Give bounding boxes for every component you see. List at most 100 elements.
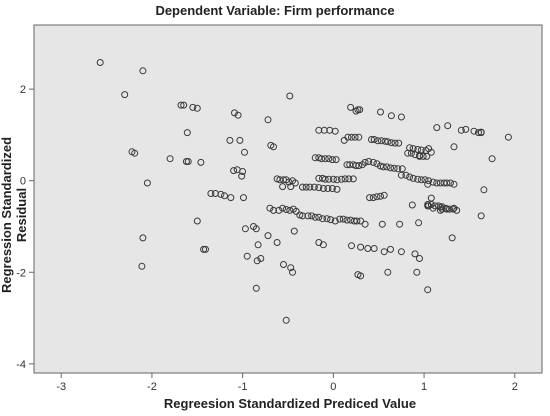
data-point	[241, 225, 249, 233]
data-point	[226, 136, 234, 144]
data-point	[344, 133, 352, 141]
data-point	[475, 129, 482, 137]
data-point	[373, 160, 381, 168]
data-point	[291, 179, 299, 187]
data-point	[166, 155, 174, 163]
data-point	[319, 215, 326, 223]
data-point	[379, 163, 387, 171]
data-point	[254, 241, 262, 249]
data-point	[381, 137, 389, 145]
data-point	[131, 149, 139, 157]
data-point	[345, 175, 353, 183]
data-point	[380, 248, 388, 256]
data-point	[411, 250, 419, 258]
data-point	[377, 108, 384, 116]
data-point	[227, 194, 235, 202]
data-point	[264, 116, 272, 124]
data-point	[180, 101, 188, 109]
data-point	[457, 126, 465, 134]
data-point	[339, 215, 347, 223]
y-tick-label: -2	[16, 267, 26, 279]
data-point	[450, 204, 458, 212]
data-point	[397, 171, 405, 179]
data-point	[407, 149, 415, 157]
data-point	[325, 175, 333, 183]
data-point	[321, 155, 329, 163]
data-point	[370, 136, 378, 143]
data-point	[343, 216, 351, 224]
data-point	[351, 133, 359, 141]
axis-ticks: -3 -2 -1 0 1 2 -4 -2 0 2	[16, 84, 518, 393]
data-point	[396, 220, 404, 228]
data-point	[236, 136, 244, 144]
data-point	[448, 234, 456, 242]
data-point	[406, 173, 414, 181]
data-point	[282, 316, 290, 324]
data-point	[377, 137, 385, 145]
data-point	[446, 179, 454, 187]
data-point	[252, 225, 260, 233]
data-point	[373, 193, 381, 201]
data-point	[336, 215, 344, 223]
data-point	[327, 216, 335, 224]
data-point	[257, 255, 265, 262]
data-point	[378, 220, 386, 228]
data-point	[443, 179, 451, 187]
data-point	[348, 242, 355, 250]
data-point	[357, 272, 365, 280]
data-point	[319, 241, 327, 249]
data-point	[207, 190, 215, 197]
data-point	[436, 203, 444, 211]
data-point	[369, 158, 377, 166]
data-point	[270, 143, 277, 151]
data-point	[325, 155, 333, 163]
data-point	[279, 183, 287, 191]
data-point	[290, 227, 298, 235]
data-point	[319, 185, 327, 192]
data-point	[370, 245, 378, 252]
data-point	[419, 152, 427, 160]
data-point	[361, 158, 369, 166]
data-point	[450, 143, 458, 151]
data-point	[357, 217, 365, 225]
data-point	[292, 207, 300, 215]
data-point	[302, 183, 310, 191]
data-point	[183, 129, 191, 137]
data-point	[416, 255, 423, 262]
chart-title: Dependent Variable: Firm performance	[155, 3, 395, 18]
data-point	[243, 252, 251, 260]
y-tick-label: 2	[20, 84, 26, 96]
data-point	[349, 175, 357, 183]
data-point	[252, 284, 260, 292]
data-point	[433, 124, 441, 132]
data-point	[139, 67, 147, 75]
data-point	[193, 217, 201, 225]
data-point	[273, 239, 281, 246]
data-point	[338, 175, 345, 183]
data-point	[366, 194, 374, 202]
x-tick-label: 2	[512, 381, 518, 393]
data-point	[423, 152, 431, 160]
y-tick-label: -4	[16, 359, 26, 371]
data-point	[347, 103, 355, 111]
data-point	[266, 204, 274, 212]
data-point	[365, 158, 373, 165]
data-point	[355, 162, 363, 170]
data-point	[275, 206, 283, 214]
data-point	[391, 139, 399, 147]
data-point	[189, 103, 197, 111]
data-point	[285, 178, 293, 186]
data-point	[395, 139, 403, 147]
data-point	[333, 176, 341, 184]
x-tick-label: 1	[421, 381, 427, 393]
data-point	[286, 92, 294, 100]
data-point	[425, 177, 433, 185]
x-tick-label: -1	[238, 381, 248, 393]
data-point	[331, 217, 339, 225]
data-point	[414, 175, 422, 183]
x-tick-label: 0	[330, 381, 336, 393]
data-point	[332, 156, 340, 164]
data-point	[279, 204, 287, 212]
data-point	[306, 183, 314, 191]
